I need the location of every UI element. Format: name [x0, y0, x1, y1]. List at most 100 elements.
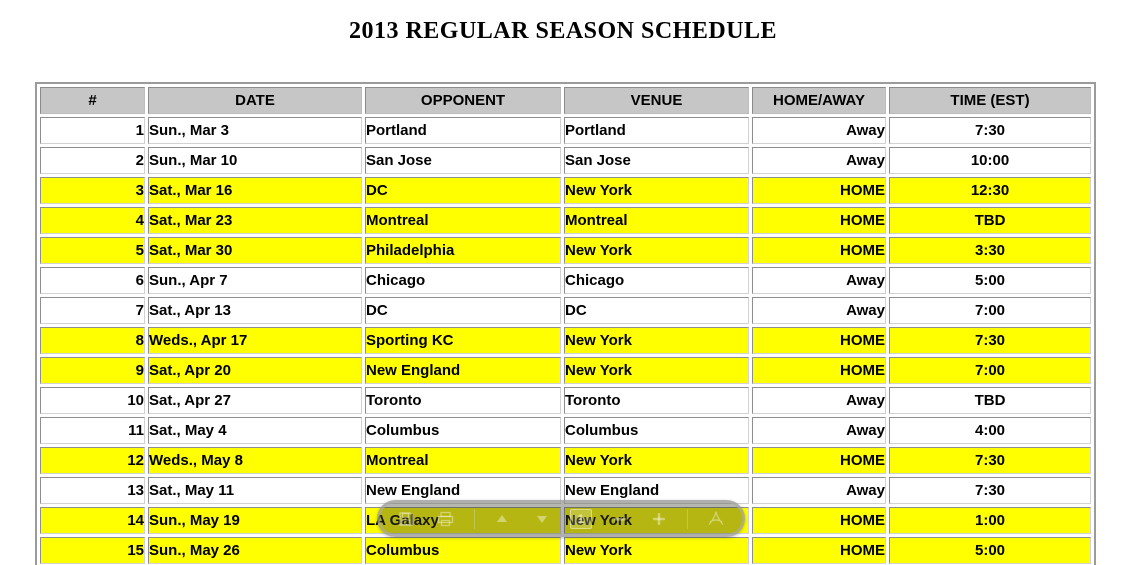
cell-date: Sat., Apr 13 — [148, 297, 362, 324]
cell-game-number: 1 — [40, 117, 145, 144]
cell-game-number: 9 — [40, 357, 145, 384]
cell-game-number: 4 — [40, 207, 145, 234]
cell-home-away: Away — [752, 297, 886, 324]
cell-game-number: 3 — [40, 177, 145, 204]
cell-venue: New York — [564, 357, 749, 384]
cell-venue: New York — [564, 177, 749, 204]
acrobat-floating-toolbar: 1 — [377, 500, 745, 537]
cell-opponent: Montreal — [365, 447, 561, 474]
cell-home-away: HOME — [752, 327, 886, 354]
print-icon[interactable] — [434, 507, 458, 531]
cell-venue: New York — [564, 327, 749, 354]
cell-time: 7:30 — [889, 447, 1091, 474]
cell-home-away: HOME — [752, 357, 886, 384]
table-row: 5 Sat., Mar 30 Philadelphia New York HOM… — [40, 237, 1091, 264]
cell-time: 7:00 — [889, 357, 1091, 384]
cell-venue: Chicago — [564, 267, 749, 294]
cell-home-away: Away — [752, 477, 886, 504]
cell-date: Sun., May 19 — [148, 507, 362, 534]
cell-venue: San Jose — [564, 147, 749, 174]
cell-date: Sun., Apr 7 — [148, 267, 362, 294]
col-header-date: DATE — [148, 87, 362, 114]
adobe-reader-icon[interactable] — [704, 507, 728, 531]
cell-venue: New York — [564, 447, 749, 474]
save-icon[interactable] — [394, 507, 418, 531]
col-header-opponent: OPPONENT — [365, 87, 561, 114]
zoom-out-icon[interactable] — [608, 507, 632, 531]
cell-time: 7:30 — [889, 327, 1091, 354]
cell-venue: Columbus — [564, 417, 749, 444]
cell-home-away: Away — [752, 387, 886, 414]
cell-home-away: HOME — [752, 177, 886, 204]
cell-venue: New York — [564, 537, 749, 564]
schedule-table: # DATE OPPONENT VENUE HOME/AWAY TIME (ES… — [35, 82, 1096, 565]
table-row: 3 Sat., Mar 16 DC New York HOME 12:30 — [40, 177, 1091, 204]
zoom-in-icon[interactable] — [647, 507, 671, 531]
cell-venue: Portland — [564, 117, 749, 144]
table-row: 4 Sat., Mar 23 Montreal Montreal HOME TB… — [40, 207, 1091, 234]
cell-opponent: Toronto — [365, 387, 561, 414]
table-row: 9 Sat., Apr 20 New England New York HOME… — [40, 357, 1091, 384]
cell-game-number: 11 — [40, 417, 145, 444]
cell-venue: New York — [564, 237, 749, 264]
table-row: 13 Sat., May 11 New England New England … — [40, 477, 1091, 504]
cell-date: Sat., Apr 20 — [148, 357, 362, 384]
cell-game-number: 7 — [40, 297, 145, 324]
cell-date: Sat., May 4 — [148, 417, 362, 444]
cell-home-away: HOME — [752, 537, 886, 564]
cell-time: 1:00 — [889, 507, 1091, 534]
page-down-icon[interactable] — [530, 507, 554, 531]
header-row: # DATE OPPONENT VENUE HOME/AWAY TIME (ES… — [40, 87, 1091, 114]
cell-opponent: New England — [365, 357, 561, 384]
toolbar-divider — [473, 508, 475, 529]
cell-opponent: Columbus — [365, 537, 561, 564]
cell-game-number: 13 — [40, 477, 145, 504]
cell-opponent: Philadelphia — [365, 237, 561, 264]
table-row: 15 Sun., May 26 Columbus New York HOME 5… — [40, 537, 1091, 564]
cell-home-away: HOME — [752, 207, 886, 234]
cell-time: 7:30 — [889, 477, 1091, 504]
cell-venue: New England — [564, 477, 749, 504]
cell-date: Sat., Mar 16 — [148, 177, 362, 204]
page-up-icon[interactable] — [490, 507, 514, 531]
cell-date: Weds., May 8 — [148, 447, 362, 474]
cell-time: 3:30 — [889, 237, 1091, 264]
cell-time: 5:00 — [889, 537, 1091, 564]
cell-date: Sun., May 26 — [148, 537, 362, 564]
cell-time: 5:00 — [889, 267, 1091, 294]
cell-time: 4:00 — [889, 417, 1091, 444]
cell-date: Sat., Mar 23 — [148, 207, 362, 234]
cell-venue: Montreal — [564, 207, 749, 234]
cell-venue: New York — [564, 507, 749, 534]
cell-home-away: Away — [752, 417, 886, 444]
table-row: 1 Sun., Mar 3 Portland Portland Away 7:3… — [40, 117, 1091, 144]
cell-opponent: DC — [365, 177, 561, 204]
table-row: 12 Weds., May 8 Montreal New York HOME 7… — [40, 447, 1091, 474]
cell-opponent: Chicago — [365, 267, 561, 294]
cell-time: TBD — [889, 387, 1091, 414]
table-row: 2 Sun., Mar 10 San Jose San Jose Away 10… — [40, 147, 1091, 174]
cell-game-number: 5 — [40, 237, 145, 264]
cell-time: 12:30 — [889, 177, 1091, 204]
col-header-home-away: HOME/AWAY — [752, 87, 886, 114]
cell-venue: DC — [564, 297, 749, 324]
cell-opponent: Columbus — [365, 417, 561, 444]
col-header-time: TIME (EST) — [889, 87, 1091, 114]
cell-game-number: 6 — [40, 267, 145, 294]
col-header-venue: VENUE — [564, 87, 749, 114]
cell-game-number: 15 — [40, 537, 145, 564]
cell-date: Sat., Mar 30 — [148, 237, 362, 264]
toolbar-divider — [687, 508, 689, 529]
cell-time: 7:00 — [889, 297, 1091, 324]
col-header-number: # — [40, 87, 145, 114]
cell-home-away: HOME — [752, 507, 886, 534]
page-number-box[interactable]: 1 — [569, 508, 592, 529]
cell-opponent: Montreal — [365, 207, 561, 234]
cell-venue: Toronto — [564, 387, 749, 414]
cell-time: 10:00 — [889, 147, 1091, 174]
table-row: 11 Sat., May 4 Columbus Columbus Away 4:… — [40, 417, 1091, 444]
table-row: 6 Sun., Apr 7 Chicago Chicago Away 5:00 — [40, 267, 1091, 294]
cell-date: Sat., May 11 — [148, 477, 362, 504]
cell-home-away: HOME — [752, 237, 886, 264]
